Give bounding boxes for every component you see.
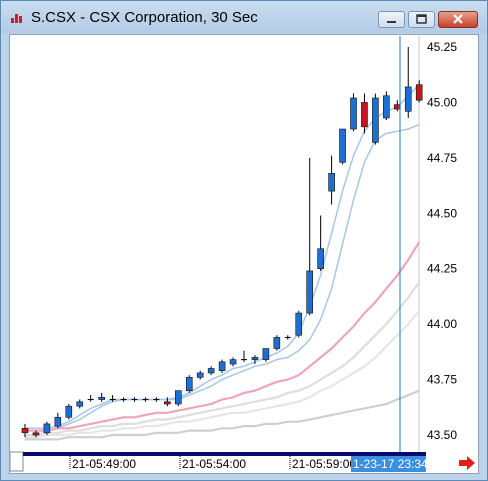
time-tick-label: 21-05:54:00: [182, 457, 246, 471]
candle-body: [229, 359, 237, 365]
window-title: S.CSX - CSX Corporation, 30 Sec: [31, 9, 258, 26]
price-tick-label: 44.25: [427, 262, 457, 276]
candle-body: [76, 401, 84, 407]
candle-body: [295, 312, 303, 336]
candle-body: [383, 95, 390, 119]
candle-body: [21, 428, 29, 434]
candle-body: [361, 102, 368, 128]
close-icon: [453, 14, 463, 24]
candle-body: [393, 104, 401, 110]
app-chart-icon: [11, 14, 22, 23]
candle-body: [317, 248, 324, 270]
time-tick-label: 21-05:49:00: [72, 457, 136, 471]
minimize-icon: [387, 21, 396, 23]
price-tick-label: 45.25: [427, 40, 457, 54]
restore-icon: [416, 14, 427, 24]
candle-body: [185, 377, 193, 391]
candle-body: [98, 397, 105, 400]
candle-body: [404, 86, 412, 112]
moving-average-line: [25, 281, 421, 437]
candle-body: [273, 337, 281, 349]
moving-average-line: [25, 310, 421, 439]
minimize-button[interactable]: [378, 11, 405, 28]
candle-body: [65, 405, 73, 418]
time-axis-bar: [23, 452, 426, 456]
candle-body: [164, 401, 171, 405]
price-tick-label: 44.50: [427, 206, 457, 220]
price-tick-label: 44.75: [427, 151, 457, 165]
candle-body: [339, 128, 346, 163]
price-tick-label: 44.00: [427, 317, 457, 331]
price-chart[interactable]: 45.25 45.00 44.75 44.50 44.25 44.00 43.75 43.50…: [9, 35, 478, 473]
moving-average-line: [25, 84, 420, 430]
candle-body: [175, 390, 182, 405]
candle-body: [43, 423, 51, 434]
candle-body: [328, 173, 335, 192]
chart-frame: 45.25 45.00 44.75 44.50 44.25 44.00 43.75 43.50…: [9, 34, 479, 474]
candle-body: [32, 432, 40, 436]
axis-corner-box[interactable]: [9, 451, 24, 472]
cursor-time-label: 1-23-17 23:34:00: [353, 457, 445, 471]
close-button[interactable]: [438, 11, 478, 28]
moving-average-line: [25, 389, 420, 441]
time-tick-label: 21-05:59:00: [292, 457, 356, 471]
plot-area: [13, 36, 419, 452]
cursor-time-label-bg: [351, 456, 426, 472]
price-tick-label: 45.00: [427, 95, 457, 109]
candle-body: [196, 372, 204, 378]
title-bar[interactable]: S.CSX - CSX Corporation, 30 Sec: [1, 1, 487, 33]
candle-body: [415, 84, 423, 101]
candle-body: [350, 97, 357, 130]
moving-average-line: [25, 123, 420, 432]
candle-body: [262, 348, 270, 360]
candle-body: [218, 361, 226, 372]
candle-body: [54, 416, 62, 427]
price-tick-label: 43.75: [427, 373, 457, 387]
price-tick-label: 43.50: [427, 428, 457, 442]
scroll-right-arrow-icon[interactable]: [459, 456, 475, 470]
candle-body: [306, 270, 314, 314]
moving-average-line: [25, 241, 421, 432]
candle-body: [372, 97, 379, 143]
candle-body: [251, 357, 259, 360]
candle-body: [207, 368, 215, 374]
maximize-button[interactable]: [408, 11, 435, 28]
